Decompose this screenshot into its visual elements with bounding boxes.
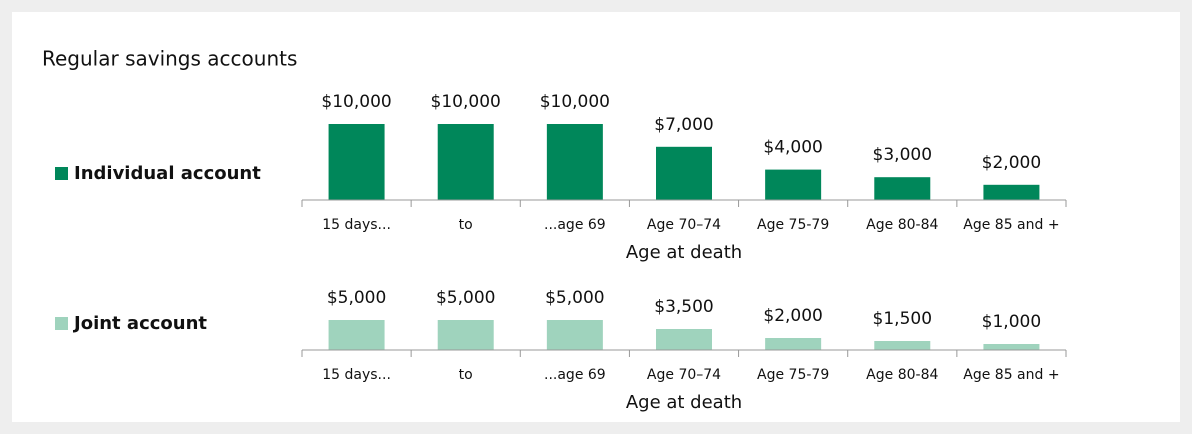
value-label: $10,000 [321, 92, 391, 112]
x-tick-label: Age 85 and + [963, 367, 1059, 383]
x-tick-label: 15 days... [322, 217, 391, 233]
x-tick-label: Age 85 and + [963, 217, 1059, 233]
x-axis-label: Age at death [626, 392, 742, 413]
bar [546, 320, 603, 350]
bar [437, 124, 494, 200]
value-label: $7,000 [654, 115, 713, 135]
value-label: $10,000 [540, 92, 610, 112]
bar [874, 341, 931, 350]
legend-label: Joint account [72, 313, 207, 334]
x-tick-label: to [459, 367, 473, 383]
value-label: $10,000 [431, 92, 501, 112]
value-label: $2,000 [763, 306, 822, 326]
bar [546, 124, 603, 200]
x-tick-label: ...age 69 [544, 367, 606, 383]
legend-swatch [55, 317, 68, 330]
bar [328, 320, 385, 350]
bar [874, 177, 931, 200]
value-label: $5,000 [436, 288, 495, 308]
value-label: $5,000 [545, 288, 604, 308]
x-tick-label: Age 75-79 [757, 367, 829, 383]
x-tick-label: 15 days... [322, 367, 391, 383]
value-label: $3,000 [873, 145, 932, 165]
bar [983, 344, 1040, 350]
x-tick-label: Age 80-84 [866, 367, 938, 383]
value-label: $1,500 [873, 309, 932, 329]
bar [656, 329, 712, 350]
bar [328, 124, 385, 200]
panel [12, 12, 1180, 422]
bar [765, 338, 822, 350]
x-tick-label: Age 80-84 [866, 217, 938, 233]
bar [765, 169, 822, 200]
value-label: $5,000 [327, 288, 386, 308]
x-axis-label: Age at death [626, 242, 742, 263]
x-tick-label: Age 70–74 [647, 367, 721, 383]
chart-title: Regular savings accounts [42, 47, 297, 71]
legend-swatch [55, 167, 68, 180]
x-tick-label: to [459, 217, 473, 233]
x-tick-label: ...age 69 [544, 217, 606, 233]
legend-label: Individual account [74, 163, 261, 184]
bar [983, 184, 1040, 200]
bar [437, 320, 494, 350]
value-label: $3,500 [654, 297, 713, 317]
value-label: $2,000 [982, 153, 1041, 173]
bar [656, 146, 712, 200]
value-label: $1,000 [982, 312, 1041, 332]
x-tick-label: Age 75-79 [757, 217, 829, 233]
value-label: $4,000 [763, 138, 822, 158]
x-tick-label: Age 70–74 [647, 217, 721, 233]
